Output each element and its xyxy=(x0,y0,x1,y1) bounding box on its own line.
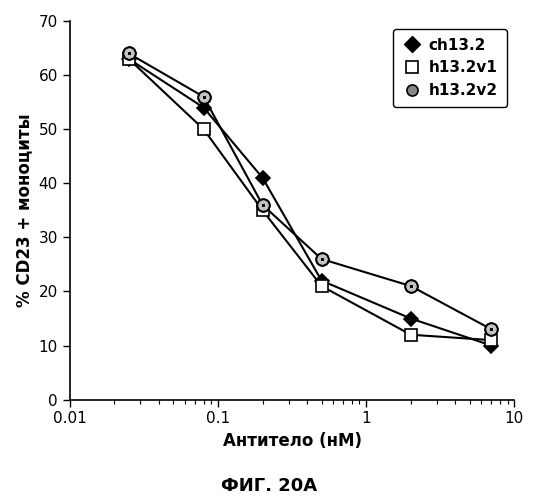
Line: ch13.2: ch13.2 xyxy=(124,54,496,350)
ch13.2 xyxy=(488,342,495,348)
Text: ФИГ. 20A: ФИГ. 20A xyxy=(222,477,317,495)
h13.2v1 xyxy=(407,332,414,338)
Legend: ch13.2, h13.2v1, h13.2v2: ch13.2, h13.2v1, h13.2v2 xyxy=(393,28,507,108)
Line: h13.2v1: h13.2v1 xyxy=(123,54,497,346)
ch13.2 xyxy=(201,104,207,110)
h13.2v1 xyxy=(259,208,266,214)
ch13.2 xyxy=(126,56,132,62)
Y-axis label: % CD23 + моноциты: % CD23 + моноциты xyxy=(15,114,33,307)
h13.2v1 xyxy=(488,337,495,343)
h13.2v1 xyxy=(319,283,325,289)
X-axis label: Антитело (нМ): Антитело (нМ) xyxy=(223,432,362,450)
ch13.2 xyxy=(407,316,414,322)
h13.2v1 xyxy=(126,56,132,62)
ch13.2 xyxy=(319,278,325,283)
ch13.2 xyxy=(259,175,266,181)
h13.2v1 xyxy=(201,126,207,132)
